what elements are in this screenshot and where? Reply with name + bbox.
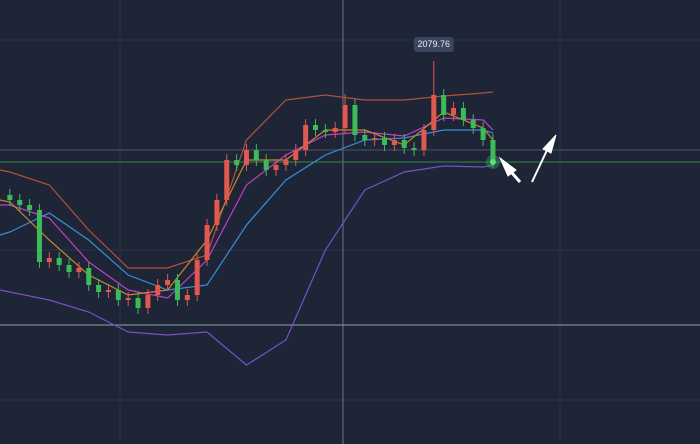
candle-body [234,160,240,165]
candle-body [46,258,52,262]
indicator-line [0,91,494,269]
arrow-head [542,134,557,154]
candle-body [352,105,358,135]
plot: 2079.76 [0,36,700,366]
candle-body [391,140,397,145]
arrow-up [531,147,549,183]
candle-body [135,298,141,308]
candle-body [451,108,457,115]
candle-body [86,268,92,285]
candle-body [273,165,279,170]
direction-arrows [498,134,557,183]
candle-body [460,108,466,120]
candle-body [27,205,33,210]
arrow-head [498,156,517,177]
high-label: 2079.76 [418,39,451,49]
candle-body [105,290,111,292]
candle-body [441,95,447,115]
candle-body [125,298,131,300]
candle-body [145,295,151,308]
candle-body [174,280,180,300]
candle-body [56,258,62,265]
candle-body [283,160,289,165]
candle-body [184,295,190,300]
candle-body [204,225,210,260]
candle-body [76,268,82,272]
candle-body [490,140,496,162]
candle-body [253,150,259,160]
candle-body [411,148,417,150]
candle-body [421,130,427,150]
candle-body [362,135,368,140]
indicator-line [0,117,494,299]
candle-body [17,200,23,205]
candle-body [342,105,348,128]
candle-body [480,128,486,140]
candle-body [66,265,72,272]
candle-body [194,260,200,295]
candle-body [115,290,121,300]
candle-body [431,95,437,130]
indicator-line [0,129,494,291]
candle-body [293,150,299,160]
candle-body [382,138,388,145]
candle-body [96,285,102,292]
candle-body [263,160,269,170]
candle-body [303,125,309,150]
candle-body [372,138,378,140]
candle-body [224,160,230,200]
candle-body [243,150,249,165]
candle-body [165,280,171,285]
candle-body [7,195,13,200]
candle-body [470,120,476,128]
high-label-box [413,36,454,52]
indicator-line [0,164,494,366]
candle-body [155,285,161,295]
candle-body [312,125,318,130]
candle-body [36,210,42,262]
candle-body [322,130,328,132]
price-dot [489,159,496,165]
candle-body [401,140,407,148]
candle-body [214,200,220,225]
candle-body [332,128,338,132]
